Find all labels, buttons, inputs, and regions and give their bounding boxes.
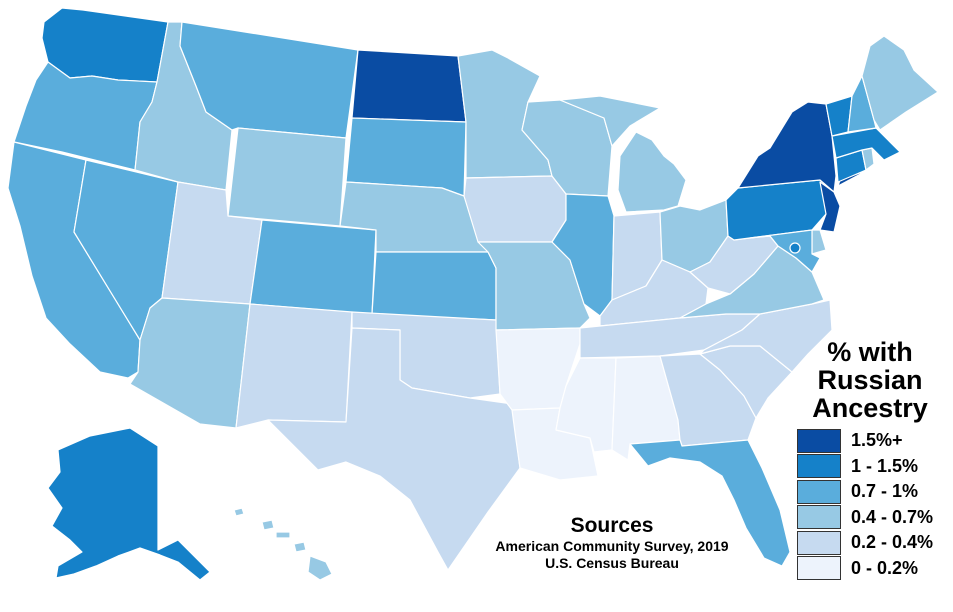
state-HI [233,507,333,581]
state-AZ [129,297,251,429]
state-NJ [819,181,841,233]
hawaii-island-oahu [261,519,275,531]
legend-swatch [797,454,841,479]
legend-swatch [797,556,841,581]
legend-swatch [797,479,841,504]
state-IL [551,193,615,317]
state-IA [463,175,567,243]
legend-label: 0.4 - 0.7% [851,506,934,527]
hawaii-island-big [307,555,333,581]
hawaii-island-kauai [233,507,245,517]
legend-title-line-3: Ancestry [812,393,928,423]
legend-label: 0.7 - 1% [851,481,919,502]
state-AK [47,427,211,581]
legend: 1.5%+ 1 - 1.5% 0.7 - 1% 0.4 - 0.7% 0.2 -… [797,428,933,581]
hawaii-island-maui [293,541,307,553]
legend-title: % with Russian Ancestry [790,338,950,422]
legend-title-line-1: % with [827,337,913,367]
legend-swatch [797,505,841,530]
state-NM [235,303,353,429]
state-FL [629,439,791,567]
sources-line: U.S. Census Bureau [545,555,679,571]
legend-swatch [797,530,841,555]
legend-item: 1 - 1.5% [797,454,933,480]
legend-label: 1 - 1.5% [851,455,919,476]
state-CO [249,219,377,315]
hawaii-island-molokai [275,531,291,539]
state-ND [351,49,467,123]
state-MD [749,229,821,273]
legend-item: 1.5%+ [797,428,933,454]
legend-item: 0.2 - 0.4% [797,530,933,556]
state-ME [861,35,939,131]
legend-swatch [797,428,841,453]
sources-title: Sources [570,514,654,537]
legend-item: 0.4 - 0.7% [797,505,933,531]
legend-label: 0.2 - 0.4% [851,532,934,553]
state-DE [811,229,827,255]
state-MS [555,357,617,453]
state-TX [267,327,521,571]
state-WY [227,127,347,227]
legend-item: 0.7 - 1% [797,479,933,505]
state-MT [179,21,359,139]
legend-label: 1.5%+ [851,430,903,451]
legend-title-line-2: Russian [817,365,923,395]
sources-block: Sources American Community Survey, 2019 … [462,514,762,572]
state-MI [559,95,687,213]
state-DC [789,242,801,254]
state-NH [847,75,877,133]
state-KS [371,251,497,321]
sources-line: American Community Survey, 2019 [495,538,729,554]
legend-label: 0 - 0.2% [851,557,919,578]
state-MA [831,127,901,161]
legend-item: 0 - 0.2% [797,556,933,582]
